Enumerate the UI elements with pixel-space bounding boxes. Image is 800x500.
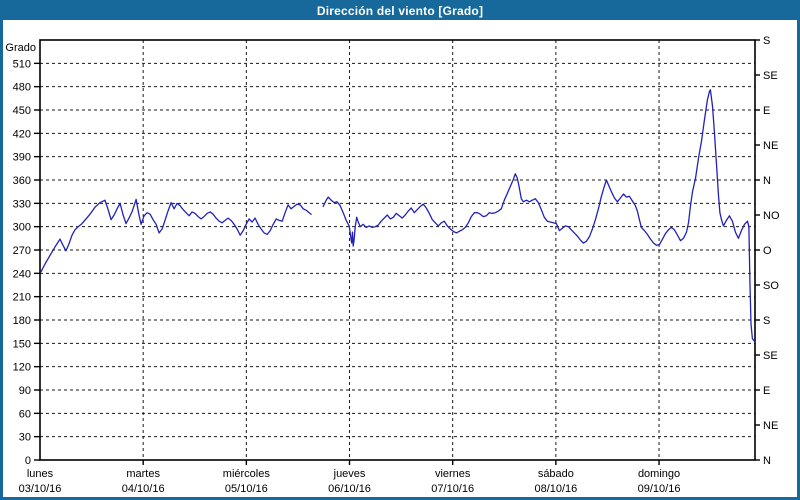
y-axis-tick-label: 30	[19, 432, 31, 444]
y-axis-tick-label: 0	[25, 455, 31, 467]
y-axis-tick-label: 120	[13, 362, 31, 374]
x-axis-date-label: 05/10/16	[225, 483, 268, 495]
y-axis-tick-label: 180	[13, 315, 31, 327]
x-axis-day-label: jueves	[333, 468, 366, 480]
compass-label: S	[763, 315, 770, 327]
x-axis-date-label: 07/10/16	[431, 483, 474, 495]
y-axis-tick-label: 480	[13, 82, 31, 94]
compass-label: SE	[763, 350, 778, 362]
y-axis-tick-label: 60	[19, 408, 31, 420]
x-axis-date-label: 06/10/16	[328, 483, 371, 495]
y-axis-tick-label: 270	[13, 245, 31, 257]
x-axis-date-label: 09/10/16	[638, 483, 681, 495]
compass-label: E	[763, 385, 770, 397]
compass-label: E	[763, 105, 770, 117]
y-axis-tick-label: 510	[13, 58, 31, 70]
x-axis-day-label: domingo	[638, 468, 680, 480]
chart-area: 0 30 60 90 120 150 180 210 240 270 300 330 360 390 420…	[3, 20, 797, 497]
y-axis-tick-label: 210	[13, 292, 31, 304]
x-axis-day-label: miércoles	[223, 468, 271, 480]
window-title: Dirección del viento [Grado]	[316, 4, 484, 18]
compass-label: S	[763, 35, 770, 47]
compass-label: O	[763, 245, 772, 257]
compass-label: SE	[763, 70, 778, 82]
x-axis-day-label: martes	[126, 468, 160, 480]
data-line	[40, 89, 756, 343]
y-axis-tick-label: 150	[13, 338, 31, 350]
y-axis-title: Grado	[5, 42, 36, 54]
title-bar: Dirección del viento [Grado]	[3, 3, 797, 20]
y-axis-tick-label: 390	[13, 152, 31, 164]
x-axis-day-label: viernes	[435, 468, 471, 480]
x-axis-day-label: lunes	[27, 468, 54, 480]
y-axis-tick-label: 360	[13, 175, 31, 187]
compass-label: NE	[763, 420, 778, 432]
compass-label: N	[763, 455, 771, 467]
y-axis-tick-label: 90	[19, 385, 31, 397]
y-axis-tick-label: 450	[13, 105, 31, 117]
x-axis-date-label: 03/10/16	[19, 483, 62, 495]
compass-label: NE	[763, 140, 778, 152]
y-axis-tick-label: 240	[13, 268, 31, 280]
compass-label: SO	[763, 280, 779, 292]
wind-direction-chart: 0 30 60 90 120 150 180 210 240 270 300 330 360 390 420…	[5, 35, 780, 495]
y-axis-tick-label: 330	[13, 198, 31, 210]
y-axis-tick-label: 420	[13, 128, 31, 140]
x-axis-date-label: 08/10/16	[534, 483, 577, 495]
plot-border	[39, 39, 756, 461]
compass-label: N	[763, 175, 771, 187]
compass-label: NO	[763, 210, 780, 222]
y-axis-tick-label: 300	[13, 222, 31, 234]
x-axis-day-label: sábado	[538, 468, 574, 480]
x-axis-date-label: 04/10/16	[122, 483, 165, 495]
